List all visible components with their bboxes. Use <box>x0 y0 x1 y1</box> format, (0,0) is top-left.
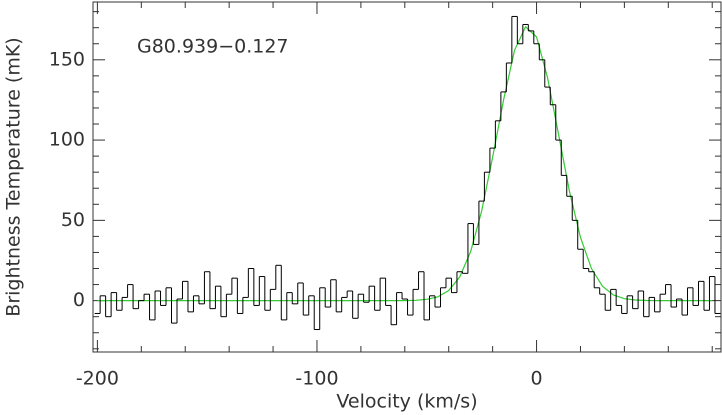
x-axis-label: Velocity (km/s) <box>336 391 477 413</box>
y-tick-label: 150 <box>49 48 85 70</box>
y-axis-label: Brightness Temperature (mK) <box>3 37 25 316</box>
x-tick-label: -200 <box>76 368 119 390</box>
y-tick-label: 50 <box>61 209 85 231</box>
plot-frame <box>92 1 722 353</box>
x-tick-label: -100 <box>295 368 338 390</box>
y-tick-label: 100 <box>49 129 85 151</box>
y-tick-label: 0 <box>73 289 85 311</box>
x-tick-label: 0 <box>531 368 543 390</box>
fit-line <box>97 25 713 302</box>
annotation: G80.939−0.127 <box>137 36 289 58</box>
